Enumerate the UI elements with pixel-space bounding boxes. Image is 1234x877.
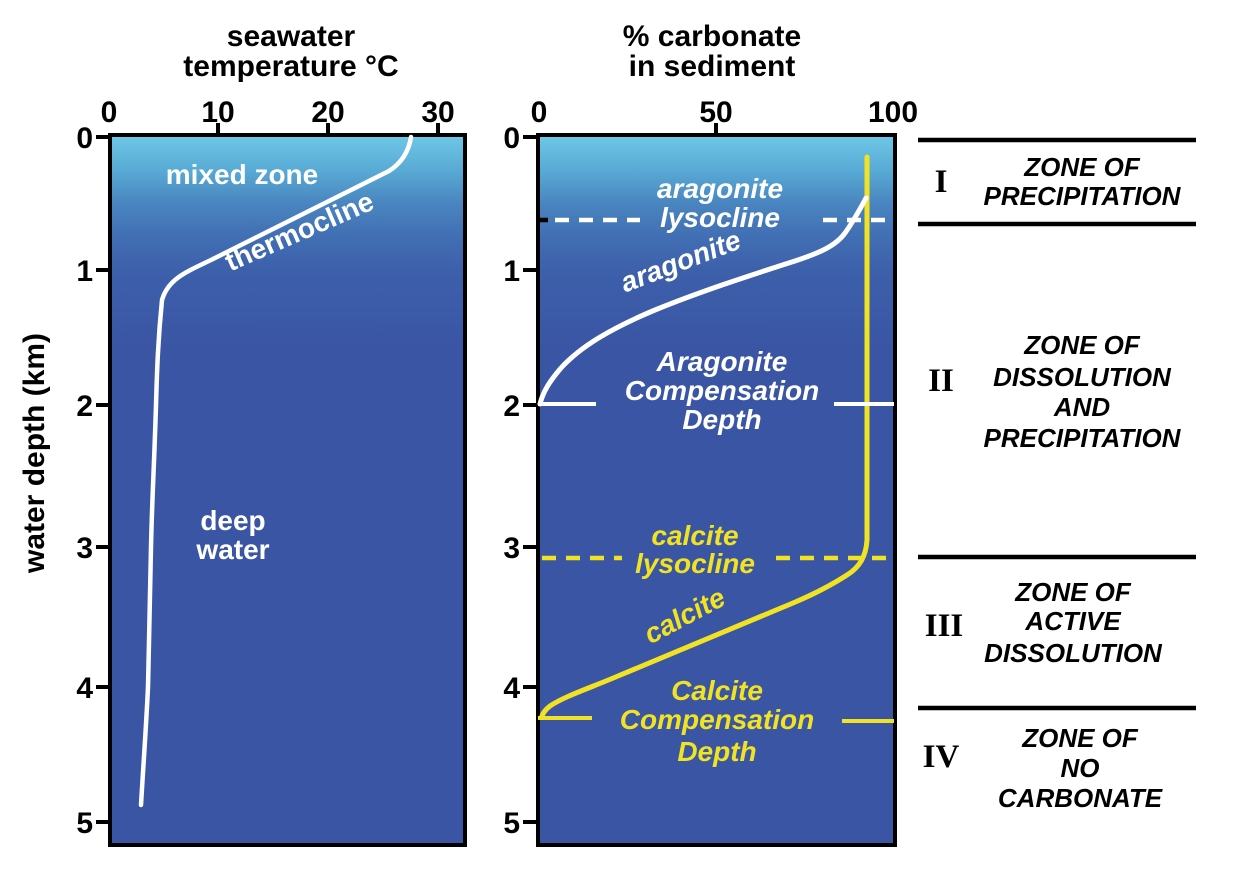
zone-2-label-line3: AND (1053, 392, 1111, 422)
ccd-label-line3: Depth (677, 736, 756, 767)
acd-label-line3: Depth (682, 404, 761, 435)
zone-4-label-line1: ZONE OF (1021, 723, 1139, 753)
zone-4-label-line3: CARBONATE (998, 783, 1163, 813)
depth-label-left-0: 0 (76, 122, 93, 155)
depth-label-left-1: 1 (76, 255, 93, 288)
zone-4-numeral: IV (923, 739, 960, 775)
calcite-lysocline-label-line1: calcite (651, 520, 738, 551)
depth-label-left-3: 3 (76, 532, 93, 565)
zone-1-numeral: I (935, 164, 948, 200)
carb-tick-label-100: 100 (868, 96, 918, 129)
depth-label-left-2: 2 (76, 390, 93, 423)
depth-label-right-4: 4 (503, 672, 520, 705)
depth-axis-title: water depth (km) (18, 333, 51, 574)
zone-1-label-line1: ZONE OF (1023, 152, 1141, 182)
zone-1-label-line2: PRECIPITATION (984, 181, 1182, 211)
calcite-lysocline-label-line2: lysocline (635, 548, 755, 579)
depth-label-right-1: 1 (503, 255, 520, 288)
temperature-curve (138, 134, 414, 808)
carbonate-panel (536, 133, 897, 847)
zone-3-label-line3: DISSOLUTION (984, 638, 1163, 668)
deep-water-label-line1: deep (200, 505, 265, 536)
zone-4-label-line2: NO (1061, 753, 1100, 783)
temperature-panel (108, 133, 467, 847)
zone-2-label-line2: DISSOLUTION (993, 362, 1172, 392)
aragonite-curve (537, 195, 869, 407)
zone-3-label-line2: ACTIVE (1024, 606, 1121, 636)
depth-label-right-0: 0 (503, 122, 520, 155)
zone-2-label-line1: ZONE OF (1023, 330, 1141, 360)
aragonite-lysocline-label-line2: lysocline (660, 202, 780, 233)
calcite-curve (539, 154, 870, 719)
carb-tick-label-0: 0 (531, 96, 548, 129)
depth-label-right-2: 2 (503, 390, 520, 423)
zone-2-label-line4: PRECIPITATION (984, 423, 1182, 453)
depth-label-left-5: 5 (76, 807, 93, 840)
depth-label-right-5: 5 (503, 807, 520, 840)
ccd-label-line1: Calcite (671, 675, 763, 706)
zone-3-numeral: III (925, 608, 964, 644)
zone-3-label-line1: ZONE OF (1014, 577, 1132, 607)
zone-2-numeral: II (928, 363, 954, 399)
aragonite-lysocline-label-line1: aragonite (657, 173, 783, 204)
carbonate-title-line2: in sediment (629, 50, 796, 83)
carb-tick-label-50: 50 (699, 96, 732, 129)
deep-water-label-line2: water (195, 534, 269, 565)
temp-tick-label-30: 30 (421, 96, 454, 129)
depth-label-left-4: 4 (76, 672, 93, 705)
acd-label-line2: Compensation (625, 375, 819, 406)
temperature-title-line1: seawater (227, 20, 356, 53)
acd-label-line1: Aragonite (656, 346, 788, 377)
temperature-title-line2: temperature °C (183, 50, 398, 83)
carbonate-title-line1: % carbonate (623, 20, 801, 53)
temp-tick-label-0: 0 (101, 96, 118, 129)
temp-tick-label-10: 10 (201, 96, 234, 129)
ccd-label-line2: Compensation (620, 704, 814, 735)
temp-tick-label-20: 20 (311, 96, 344, 129)
depth-label-right-3: 3 (503, 532, 520, 565)
mixed-zone-label: mixed zone (166, 159, 318, 190)
